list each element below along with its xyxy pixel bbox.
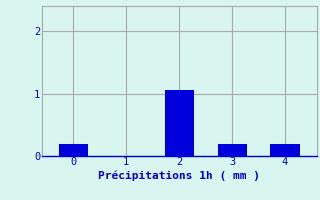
Bar (165, 90, 194, 156)
Bar (59, 144, 88, 156)
Bar (270, 144, 300, 156)
X-axis label: Précipitations 1h ( mm ): Précipitations 1h ( mm ) (98, 170, 260, 181)
Bar (218, 144, 247, 156)
